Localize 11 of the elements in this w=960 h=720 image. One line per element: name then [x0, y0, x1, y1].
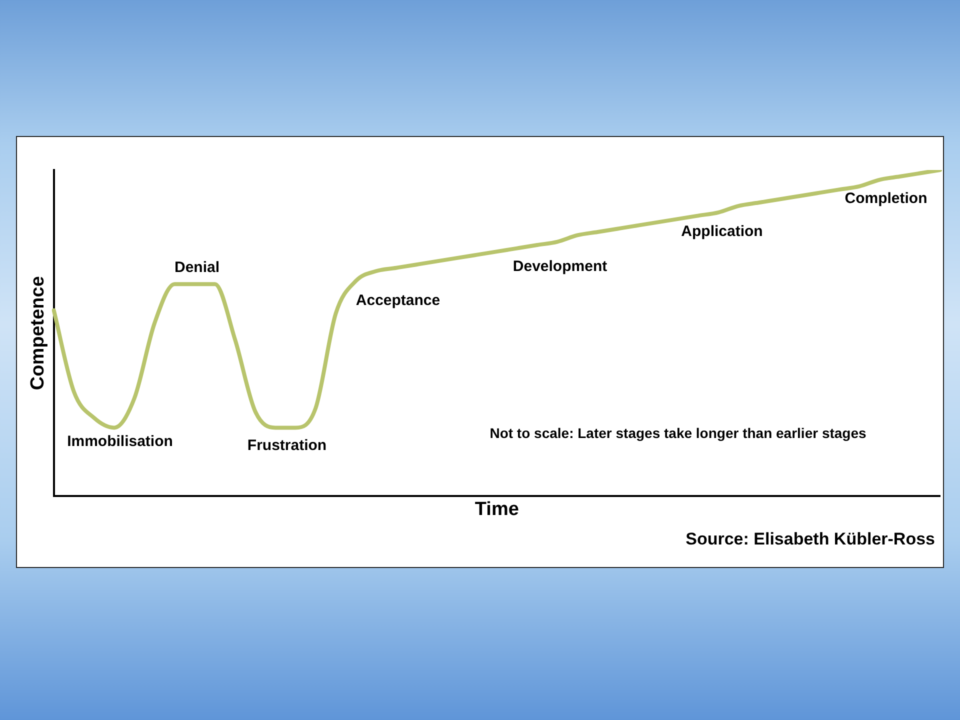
annotation: Frustration	[247, 437, 327, 454]
annotation: Completion	[844, 190, 928, 208]
annotation: Not to scale: Later stages take longer than earlier stages	[490, 424, 867, 441]
annotation: Immobilisation	[67, 433, 173, 450]
annotation: Denial	[174, 259, 220, 276]
source-note: Source: Elisabeth Kübler-Ross	[686, 530, 935, 549]
annotation: Acceptance	[356, 292, 440, 310]
annotation: Development	[512, 258, 608, 276]
y-axis-title: Competence	[28, 276, 49, 390]
annotation: Application	[681, 223, 763, 240]
x-axis-title: Time	[474, 498, 519, 520]
